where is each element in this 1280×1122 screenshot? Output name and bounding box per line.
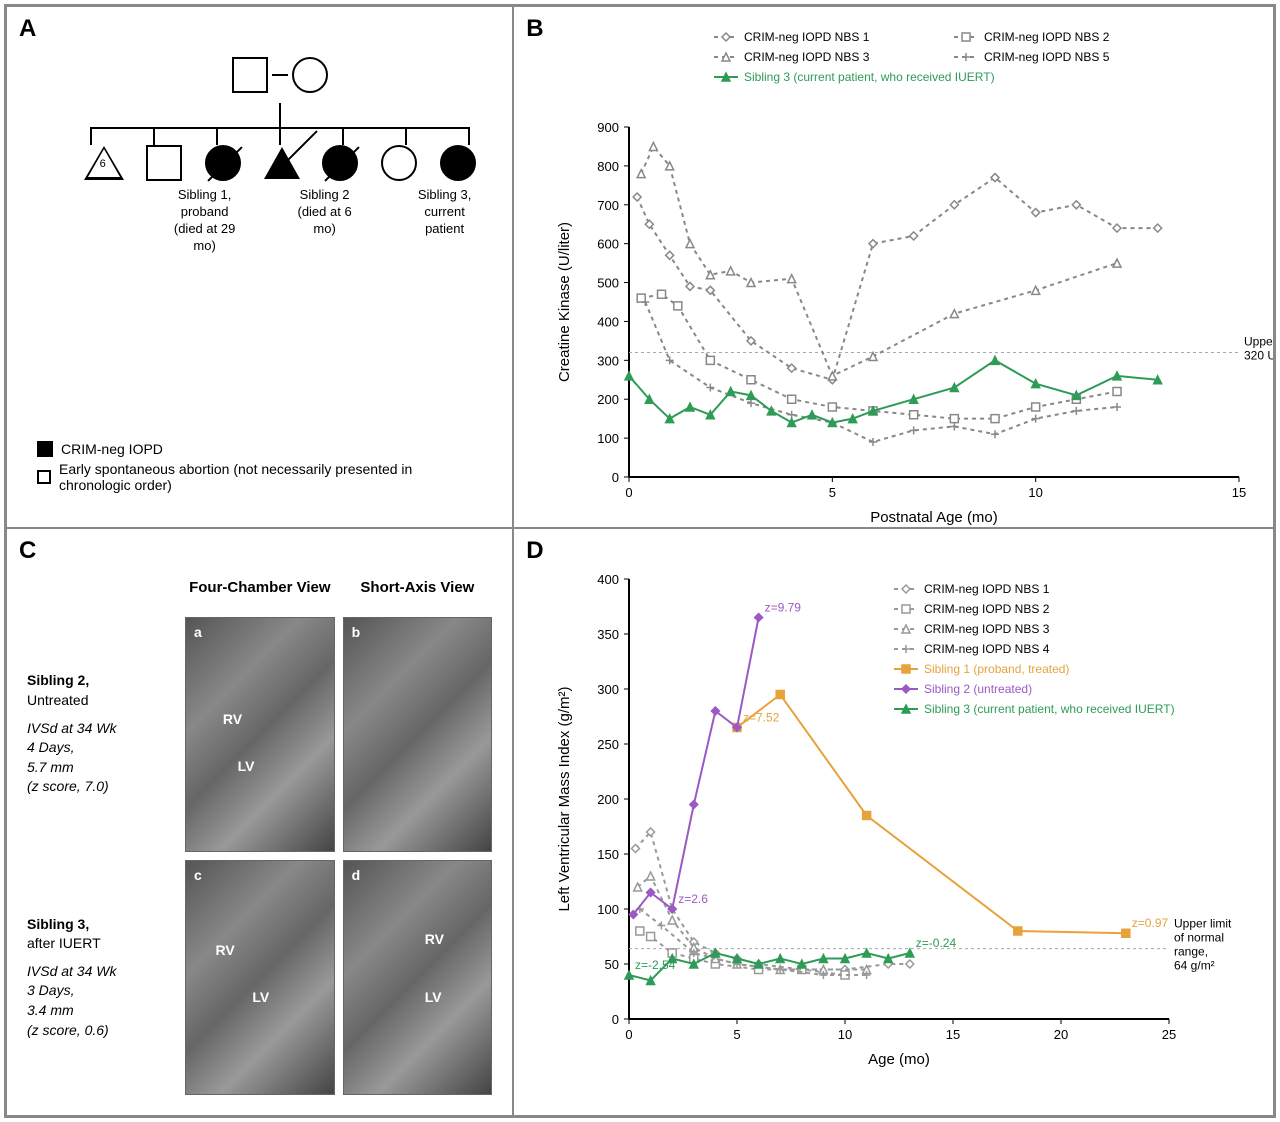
- svg-text:200: 200: [597, 392, 619, 407]
- svg-text:z=2.6: z=2.6: [678, 892, 708, 906]
- svg-text:Age (mo): Age (mo): [868, 1051, 930, 1068]
- panel-a-legend: CRIM-neg IOPD Early spontaneous abortion…: [37, 437, 439, 497]
- panel-a-label: A: [19, 15, 36, 43]
- pedigree-abortion-1: 6: [84, 146, 124, 180]
- svg-text:Creatine Kinase (U/liter): Creatine Kinase (U/liter): [556, 222, 573, 382]
- svg-text:Sibling 3 (current patient, wh: Sibling 3 (current patient, who received…: [924, 702, 1175, 716]
- sibling-3-label: Sibling 3, current patient: [410, 187, 480, 255]
- svg-text:800: 800: [597, 159, 619, 174]
- svg-text:0: 0: [626, 1027, 633, 1042]
- svg-text:0: 0: [612, 1012, 619, 1027]
- svg-text:20: 20: [1054, 1027, 1068, 1042]
- svg-text:250: 250: [597, 737, 619, 752]
- pedigree-mother: [292, 57, 328, 93]
- panel-c-label: C: [19, 537, 36, 565]
- svg-text:320 U/liter: 320 U/liter: [1244, 349, 1273, 363]
- svg-text:0: 0: [612, 470, 619, 485]
- svg-text:50: 50: [605, 957, 619, 972]
- svg-text:CRIM-neg IOPD NBS 4: CRIM-neg IOPD NBS 4: [924, 642, 1050, 656]
- panel-c-grid: Four-Chamber View Short-Axis View Siblin…: [27, 579, 492, 1095]
- pedigree-abortion-2: [264, 147, 300, 179]
- svg-text:500: 500: [597, 276, 619, 291]
- svg-text:100: 100: [597, 902, 619, 917]
- svg-text:64 g/m²: 64 g/m²: [1174, 958, 1215, 972]
- panel-d: D 0501001502002503003504000510152025Age …: [513, 528, 1274, 1116]
- svg-text:z=9.79: z=9.79: [765, 600, 802, 614]
- svg-text:150: 150: [597, 847, 619, 862]
- svg-text:0: 0: [626, 485, 633, 500]
- legend-filled-icon: [37, 441, 53, 457]
- svg-text:5: 5: [829, 485, 836, 500]
- svg-text:z=0.97: z=0.97: [1132, 916, 1169, 930]
- svg-text:Left Ventricular Mass Index (g: Left Ventricular Mass Index (g/m²): [556, 686, 573, 911]
- svg-text:CRIM-neg IOPD NBS 1: CRIM-neg IOPD NBS 1: [744, 30, 870, 44]
- short-axis-header: Short-Axis View: [343, 579, 493, 609]
- pedigree-sibling-2: [322, 145, 358, 181]
- svg-text:300: 300: [597, 353, 619, 368]
- svg-text:700: 700: [597, 198, 619, 213]
- svg-text:400: 400: [597, 314, 619, 329]
- svg-text:100: 100: [597, 431, 619, 446]
- svg-text:range,: range,: [1174, 944, 1208, 958]
- svg-text:Upper limit of normal range,: Upper limit of normal range,: [1244, 335, 1273, 349]
- sibling-1-label: Sibling 1, proband (died at 29 mo): [170, 187, 240, 255]
- echo-image-a: a RV LV: [185, 617, 335, 852]
- svg-text:CRIM-neg IOPD NBS 3: CRIM-neg IOPD NBS 3: [924, 622, 1050, 636]
- svg-text:200: 200: [597, 792, 619, 807]
- panel-d-chart: 0 50 100 150 200 250 300 350 400 0 5 10 15 20 25 Age (m…: [514, 529, 1273, 1115]
- pedigree-diagram: 6 Sibling 1, proband (died at 29 mo) Sib…: [67, 57, 492, 255]
- panel-b: B 0100200300400500600700800900051015Post…: [513, 6, 1274, 528]
- sibling-2-side: Sibling 2, Untreated IVSd at 34 Wk 4 Day…: [27, 617, 177, 852]
- echo-image-d: d RV LV: [343, 860, 493, 1095]
- svg-text:10: 10: [1029, 485, 1043, 500]
- svg-text:Sibling 3 (current patient, wh: Sibling 3 (current patient, who received…: [744, 70, 995, 84]
- pedigree-sibling-3: [440, 145, 476, 181]
- svg-text:CRIM-neg IOPD NBS 2: CRIM-neg IOPD NBS 2: [984, 30, 1110, 44]
- pedigree-sibling-1: [205, 145, 241, 181]
- panel-a: A 6: [6, 6, 513, 528]
- svg-text:10: 10: [838, 1027, 852, 1042]
- svg-text:CRIM-neg IOPD NBS 2: CRIM-neg IOPD NBS 2: [924, 602, 1050, 616]
- legend-open-icon: [37, 470, 51, 484]
- svg-text:15: 15: [946, 1027, 960, 1042]
- pedigree-father: [232, 57, 268, 93]
- svg-text:5: 5: [734, 1027, 741, 1042]
- sibling-2-label: Sibling 2 (died at 6 mo): [290, 187, 360, 255]
- echo-image-b: b: [343, 617, 493, 852]
- pedigree-sibling-male: [146, 145, 182, 181]
- svg-text:z=7.52: z=7.52: [743, 710, 780, 724]
- legend-filled-text: CRIM-neg IOPD: [61, 441, 163, 457]
- svg-text:Sibling 1 (proband, treated): Sibling 1 (proband, treated): [924, 662, 1069, 676]
- svg-text:CRIM-neg IOPD NBS 1: CRIM-neg IOPD NBS 1: [924, 582, 1050, 596]
- svg-text:z=-0.24: z=-0.24: [916, 936, 957, 950]
- svg-text:350: 350: [597, 627, 619, 642]
- svg-text:CRIM-neg IOPD NBS 3: CRIM-neg IOPD NBS 3: [744, 50, 870, 64]
- svg-text:Sibling 2 (untreated): Sibling 2 (untreated): [924, 682, 1032, 696]
- legend-open-text: Early spontaneous abortion (not necessar…: [59, 461, 439, 493]
- svg-text:Postnatal Age (mo): Postnatal Age (mo): [870, 509, 998, 526]
- svg-text:CRIM-neg IOPD NBS 5: CRIM-neg IOPD NBS 5: [984, 50, 1110, 64]
- svg-text:400: 400: [597, 572, 619, 587]
- svg-text:300: 300: [597, 682, 619, 697]
- svg-text:600: 600: [597, 237, 619, 252]
- svg-text:z=-2.54: z=-2.54: [635, 958, 676, 972]
- panel-c: C Four-Chamber View Short-Axis View Sibl…: [6, 528, 513, 1116]
- svg-text:Upper limit: Upper limit: [1174, 916, 1232, 930]
- svg-text:25: 25: [1162, 1027, 1176, 1042]
- four-chamber-header: Four-Chamber View: [185, 579, 335, 609]
- svg-text:of normal: of normal: [1174, 930, 1224, 944]
- panel-b-chart: 0 100 200 300 400 500 600 700 800 900 0 5 10 15 Postna…: [514, 7, 1273, 527]
- echo-image-c: c RV LV: [185, 860, 335, 1095]
- svg-text:900: 900: [597, 120, 619, 135]
- sibling-3-side: Sibling 3, after IUERT IVSd at 34 Wk 3 D…: [27, 860, 177, 1095]
- pedigree-sibling-unaffected: [381, 145, 417, 181]
- svg-text:15: 15: [1232, 485, 1246, 500]
- figure-container: A 6: [4, 4, 1276, 1118]
